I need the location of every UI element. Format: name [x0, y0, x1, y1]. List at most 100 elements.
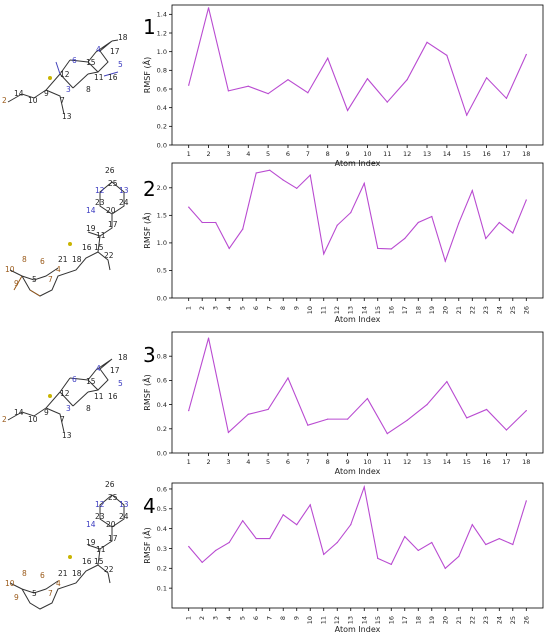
x-tick-label: 5: [239, 616, 247, 620]
x-tick-label: 1: [185, 616, 193, 620]
atom-label: 15: [94, 243, 104, 252]
atom-label: 23: [95, 198, 105, 207]
x-tick-label: 1: [185, 306, 193, 310]
x-tick-label: 3: [212, 306, 220, 310]
data-point: [201, 221, 203, 224]
atom-label: 7: [60, 415, 65, 424]
x-tick-label: 3: [212, 616, 220, 620]
atom-label: 13: [62, 431, 72, 440]
atom-label: 16: [108, 392, 118, 401]
x-tick-label: 24: [495, 616, 503, 624]
data-point: [525, 500, 527, 502]
charts-group: 10.00.20.40.60.81.01.21.41 2 3 4 5 6 7 8 9 10 11 12…: [141, 4, 544, 634]
atom-label: 20: [106, 520, 116, 529]
y-tick-label: 1.0: [157, 239, 167, 247]
data-point: [366, 397, 369, 400]
y-tick-label: 0.5: [157, 267, 167, 275]
data-point: [431, 215, 433, 218]
x-tick-label: 1: [187, 150, 191, 158]
atom-label: 18: [72, 569, 82, 578]
x-tick-label: 16: [387, 616, 395, 624]
x-tick-label: 4: [225, 616, 233, 620]
data-point: [282, 179, 284, 181]
data-point: [269, 169, 271, 171]
x-tick-label: 12: [333, 616, 341, 624]
x-tick-label: 20: [441, 616, 449, 624]
atom-label: 21: [58, 255, 68, 264]
atom-label: 8: [22, 569, 27, 578]
atom-label: 15: [86, 377, 96, 386]
x-tick-label: 14: [360, 306, 368, 314]
atom-label: 17: [110, 47, 120, 56]
y-tick-label: 0.6: [157, 485, 167, 493]
x-tick-label: 25: [509, 306, 517, 314]
atom-label: 4: [96, 364, 101, 373]
atom-label: 13: [119, 500, 129, 509]
data-point: [327, 57, 329, 59]
atom-label: 25: [108, 493, 118, 502]
atom-label: 5: [118, 60, 123, 69]
atom-label: 7: [48, 275, 53, 284]
atom-label: 20: [106, 206, 116, 215]
data-point: [406, 419, 408, 421]
data-point: [188, 410, 190, 412]
panel-number: 4: [143, 494, 156, 518]
data-point: [406, 79, 408, 81]
molecule-2-diagram: 26 25 12 13 23 24 14 20 17 19 11 16 15 2…: [5, 166, 129, 297]
chart-panel-4: 40.10.20.30.40.50.61 2 3 4 5 6 7 8 9 10 11 12 13 14 15…: [141, 482, 544, 634]
data-point: [309, 174, 311, 176]
data-point: [282, 514, 284, 516]
x-tick-label: 14: [360, 616, 368, 624]
data-point: [207, 7, 210, 9]
data-point: [431, 541, 433, 544]
data-point: [363, 486, 365, 488]
x-tick-label: 7: [266, 616, 274, 620]
x-tick-label: 13: [347, 616, 355, 624]
data-point: [350, 524, 352, 526]
atom-label: 21: [58, 569, 68, 578]
atom-label: 10: [28, 415, 38, 424]
y-axis-label: RMSF (Å): [141, 374, 152, 410]
x-tick-label: 17: [502, 150, 510, 158]
atom-label: 17: [108, 220, 118, 229]
x-tick-label: 18: [414, 306, 422, 314]
data-point: [215, 221, 217, 224]
atom-label: 5: [118, 379, 123, 388]
x-tick-label: 18: [522, 150, 530, 158]
x-tick-label: 26: [522, 306, 530, 314]
x-tick-label: 8: [326, 458, 330, 466]
atom-label: 12: [95, 500, 105, 509]
atom-label: 12: [95, 186, 105, 195]
data-point: [386, 101, 388, 103]
data-point: [512, 232, 514, 234]
atom-label: 11: [96, 545, 106, 554]
atom-label: 14: [86, 520, 96, 529]
data-point: [296, 187, 298, 189]
data-point: [505, 97, 508, 99]
plot-frame: [171, 162, 544, 299]
data-point: [207, 337, 210, 339]
x-tick-label: 7: [306, 458, 310, 466]
atom-label: 19: [86, 224, 96, 233]
data-point: [512, 543, 514, 546]
chart-panel-3: 30.00.20.40.60.81 2 3 4 5 6 7 8 9 10 11 12 13 14 15 16 1…: [141, 331, 544, 476]
data-point: [255, 537, 257, 540]
data-point: [323, 553, 325, 556]
x-tick-label: 13: [347, 306, 355, 314]
x-tick-label: 25: [509, 616, 517, 624]
x-tick-label: 16: [387, 306, 395, 314]
x-tick-label: 11: [383, 150, 391, 158]
sulfur-atom-marker: [68, 242, 72, 246]
atom-label: 9: [14, 593, 19, 602]
data-point: [471, 524, 473, 526]
x-tick-label: 12: [403, 458, 411, 466]
atom-label: 9: [14, 279, 19, 288]
data-point: [485, 408, 488, 411]
x-tick-label: 20: [441, 306, 449, 314]
y-tick-label: 0.6: [157, 85, 167, 93]
x-tick-label: 8: [326, 150, 330, 158]
atom-label: 22: [104, 251, 114, 260]
data-point: [227, 90, 230, 92]
y-tick-label: 0.8: [157, 67, 167, 75]
panel-number: 1: [143, 15, 156, 39]
